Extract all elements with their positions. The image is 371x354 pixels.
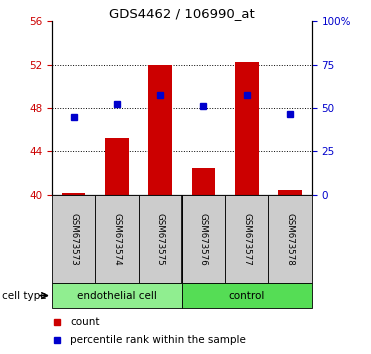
Text: control: control xyxy=(229,291,265,301)
Bar xyxy=(148,65,172,195)
Text: endothelial cell: endothelial cell xyxy=(77,291,157,301)
Text: GSM673575: GSM673575 xyxy=(156,212,165,266)
Text: cell type: cell type xyxy=(2,291,46,301)
Bar xyxy=(268,195,312,283)
Text: GSM673573: GSM673573 xyxy=(69,212,78,266)
Bar xyxy=(105,138,129,195)
Title: GDS4462 / 106990_at: GDS4462 / 106990_at xyxy=(109,7,255,20)
Bar xyxy=(182,283,312,308)
Text: GSM673574: GSM673574 xyxy=(112,212,121,266)
Bar xyxy=(225,195,268,283)
Text: GSM673576: GSM673576 xyxy=(199,212,208,266)
Bar xyxy=(62,193,85,195)
Bar xyxy=(52,283,182,308)
Text: GSM673578: GSM673578 xyxy=(286,212,295,266)
Bar xyxy=(191,167,215,195)
Bar xyxy=(95,195,138,283)
Bar xyxy=(52,195,95,283)
Text: count: count xyxy=(70,318,100,327)
Bar xyxy=(235,62,259,195)
Bar xyxy=(138,195,182,283)
Text: GSM673577: GSM673577 xyxy=(242,212,251,266)
Bar xyxy=(182,195,225,283)
Text: percentile rank within the sample: percentile rank within the sample xyxy=(70,335,246,344)
Bar xyxy=(278,190,302,195)
